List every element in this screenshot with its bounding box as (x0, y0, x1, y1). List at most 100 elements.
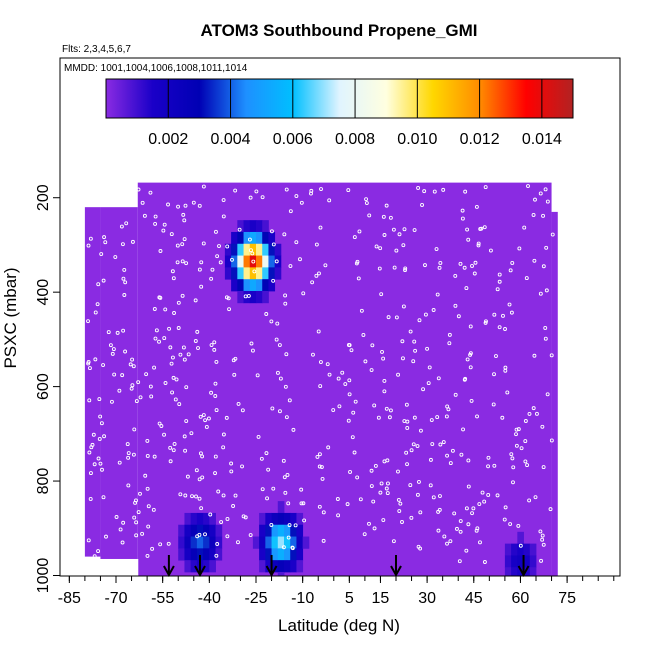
observation-point (190, 494, 194, 499)
observation-point (199, 284, 204, 289)
hotspot-cell (256, 267, 263, 280)
observation-point (215, 542, 220, 546)
observation-point (321, 538, 326, 543)
observation-point (248, 195, 253, 200)
observation-point (476, 241, 481, 246)
observation-point (475, 526, 480, 531)
observation-point (213, 394, 218, 398)
observation-point (140, 531, 145, 536)
observation-point (153, 221, 158, 226)
observation-point (497, 272, 502, 277)
observation-point (505, 390, 510, 395)
hotspot-cell (290, 548, 297, 561)
observation-point (492, 312, 497, 317)
observation-point (511, 480, 515, 485)
observation-point (143, 473, 148, 478)
observation-point (191, 200, 196, 205)
observation-point (502, 517, 507, 522)
hotspot-cell (529, 543, 537, 556)
observation-point (182, 357, 187, 362)
x-tick-label: 15 (372, 590, 390, 607)
hotspot-cell (209, 560, 216, 573)
hotspot-cell (243, 267, 251, 280)
observation-point (144, 372, 149, 377)
hotspot-cell (523, 567, 531, 576)
observation-point (189, 431, 194, 436)
observation-point (201, 413, 206, 417)
observation-point (525, 463, 530, 468)
observation-point (460, 208, 465, 213)
observation-point (113, 255, 118, 260)
observation-point (476, 243, 481, 248)
observation-point (465, 227, 470, 232)
observation-point (214, 229, 218, 234)
observation-point (288, 264, 293, 268)
hotspot-cell (209, 524, 216, 537)
observation-point (374, 244, 379, 249)
observation-point (427, 365, 432, 370)
arrow-head (194, 565, 206, 578)
hotspot-cell (265, 560, 272, 573)
observation-point (294, 240, 299, 245)
observation-point (170, 355, 175, 360)
observation-point (99, 421, 104, 426)
observation-point (134, 498, 138, 503)
observation-point (373, 463, 378, 468)
observation-point (445, 404, 450, 409)
observation-point (325, 362, 330, 367)
observation-point (362, 532, 367, 537)
observation-point (136, 510, 141, 515)
observation-point (271, 278, 276, 283)
observation-point (519, 446, 524, 451)
observation-point (486, 455, 491, 460)
observation-point (146, 524, 151, 529)
observation-point (87, 450, 92, 455)
observation-point (112, 372, 117, 377)
observation-point (544, 288, 549, 293)
hotspot-cell (184, 524, 192, 537)
observation-point (321, 510, 326, 515)
observation-point (264, 451, 269, 456)
observation-point (345, 502, 350, 507)
hotspot-cell (262, 267, 269, 280)
observation-point (508, 268, 513, 273)
observation-point (103, 240, 108, 245)
hotspot-cell (190, 536, 198, 549)
hotspot-cell (243, 231, 251, 245)
observation-point (193, 298, 198, 303)
colorbar-tick-label: 0.004 (211, 131, 251, 148)
observation-point (199, 506, 204, 511)
hotspot-cell (271, 548, 279, 561)
observation-point (130, 239, 135, 244)
observation-point (281, 458, 286, 463)
observation-point (545, 392, 550, 397)
observation-point (224, 415, 229, 420)
observation-point (283, 301, 288, 306)
observation-point (226, 296, 231, 301)
hotspot-cell (196, 524, 204, 537)
hotspot-cell (265, 536, 272, 549)
observation-point (140, 200, 145, 205)
observation-point (388, 408, 393, 413)
observation-point (319, 465, 324, 469)
observation-point (115, 330, 120, 335)
observation-point (210, 267, 215, 272)
observation-point (283, 490, 288, 495)
observation-point (230, 257, 234, 262)
observation-point (501, 313, 505, 318)
observation-point (169, 361, 174, 366)
observation-point (252, 269, 257, 274)
hotspot-cell (243, 243, 251, 256)
observation-point (527, 411, 532, 416)
observation-point (284, 415, 289, 420)
observation-point (162, 222, 167, 227)
observation-point (317, 452, 322, 457)
observation-point (438, 261, 443, 265)
observation-point (311, 352, 315, 357)
arrow-head (265, 565, 278, 578)
observation-point (166, 541, 171, 546)
observation-point (96, 282, 101, 287)
hotspot-cell (184, 536, 192, 549)
hotspot-cell (237, 220, 244, 233)
observation-point (180, 293, 185, 298)
